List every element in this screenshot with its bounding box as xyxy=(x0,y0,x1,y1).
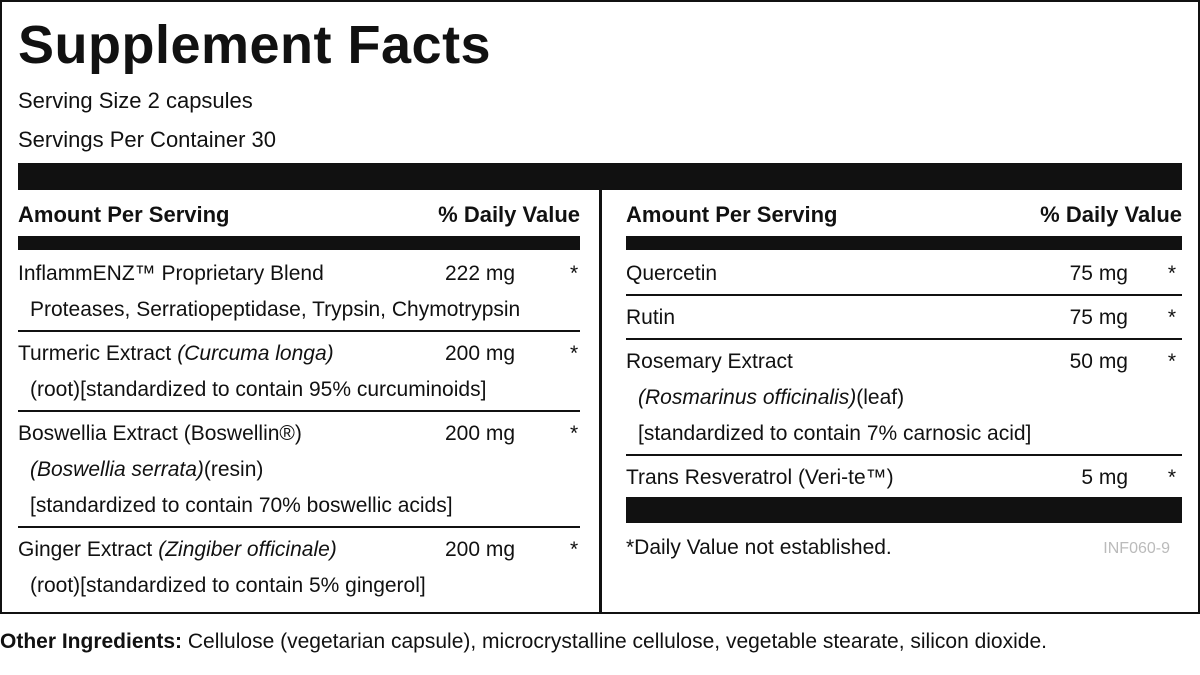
column-divider xyxy=(599,190,602,612)
footer-bar xyxy=(626,497,1182,523)
ingredient-row: Rutin 75 mg * xyxy=(626,296,1182,340)
footnote: *Daily Value not established. xyxy=(626,536,892,559)
detail-text: [standardized to contain 7% carnosic aci… xyxy=(638,422,1032,445)
ingredient-column: Quercetin 75 mg * Rutin 75 mg * Rosemary Extra… xyxy=(626,252,1182,498)
ingredient-name: Boswellia Extract (Boswellin®) xyxy=(18,422,302,445)
ingredient-row: Quercetin 75 mg * xyxy=(626,252,1182,296)
ingredient-amount: 222 mg xyxy=(445,262,516,285)
ingredient-name: Trans Resveratrol (Veri-te™) xyxy=(626,466,894,489)
servings-per-container: Servings Per Container 30 xyxy=(18,127,277,152)
title: Supplement Facts xyxy=(18,15,492,75)
ingredient-row: Boswellia Extract (Boswellin®) 200 mg * (Bo… xyxy=(18,412,580,528)
ingredient-row: Ginger Extract (Zingiber officinale) 200 m… xyxy=(18,528,580,606)
ingredient-line: Ginger Extract (Zingiber officinale) 200 m… xyxy=(18,532,580,568)
ingredient-detail: (root)[standardized to contain 5% ginger… xyxy=(18,568,580,604)
label-border xyxy=(0,0,1200,614)
daily-value: * xyxy=(1167,262,1176,285)
header-daily-value: % Daily Value xyxy=(438,202,580,227)
divider-bar xyxy=(18,163,1182,190)
ingredient-detail: Proteases, Serratiopeptidase, Trypsin, C… xyxy=(18,292,580,328)
ingredient-latin-name: (Zingiber officinale) xyxy=(158,538,337,561)
header-amount: Amount Per Serving xyxy=(18,202,230,227)
ingredient-detail: (Boswellia serrata)(resin) xyxy=(18,452,580,488)
product-code: INF060-9 xyxy=(1103,540,1170,557)
daily-value: * xyxy=(570,538,579,561)
ingredient-amount: 50 mg xyxy=(1069,350,1128,373)
ingredient-amount: 75 mg xyxy=(1069,306,1128,329)
ingredient-detail: [standardized to contain 70% boswellic a… xyxy=(18,488,580,524)
daily-value: * xyxy=(1167,306,1176,329)
detail-latin: (Boswellia serrata) xyxy=(30,458,204,481)
ingredient-column: InflammENZ™ Proprietary Blend 222 mg * Prot… xyxy=(18,252,580,606)
ingredient-row: Rosemary Extract 50 mg * (Rosmarinus offici… xyxy=(626,340,1182,456)
ingredient-line: InflammENZ™ Proprietary Blend 222 mg * xyxy=(18,256,580,292)
ingredient-line: Trans Resveratrol (Veri-te™) 5 mg * xyxy=(626,460,1182,496)
ingredient-amount: 200 mg xyxy=(445,422,516,445)
header-bar xyxy=(18,236,580,250)
detail-text: (root)[standardized to contain 5% ginger… xyxy=(30,574,426,597)
ingredient-latin-name: (Curcuma longa) xyxy=(177,342,334,365)
detail-text: Proteases, Serratiopeptidase, Trypsin, C… xyxy=(30,298,521,321)
daily-value: * xyxy=(570,342,579,365)
ingredient-name: Quercetin xyxy=(626,262,718,285)
ingredient-amount: 5 mg xyxy=(1081,466,1128,489)
ingredient-line: Boswellia Extract (Boswellin®) 200 mg * xyxy=(18,416,580,452)
header-amount: Amount Per Serving xyxy=(626,202,838,227)
header-daily-value: % Daily Value xyxy=(1040,202,1182,227)
detail-text: (leaf) xyxy=(856,386,905,409)
ingredient-line: Rosemary Extract 50 mg * xyxy=(626,344,1182,380)
ingredient-name: InflammENZ™ Proprietary Blend xyxy=(18,262,324,285)
other-ingredients-label: Other Ingredients: xyxy=(0,630,183,653)
ingredient-amount: 200 mg xyxy=(445,538,516,561)
daily-value: * xyxy=(1167,466,1176,489)
other-ingredients-text: Cellulose (vegetarian capsule), microcry… xyxy=(187,630,1047,653)
detail-text: (resin) xyxy=(203,458,264,481)
ingredient-detail: (Rosmarinus officinalis)(leaf) xyxy=(626,380,1182,416)
header-bar xyxy=(626,236,1182,250)
ingredient-amount: 75 mg xyxy=(1069,262,1128,285)
serving-size: Serving Size 2 capsules xyxy=(18,88,253,113)
detail-text: (root)[standardized to contain 95% curcu… xyxy=(30,378,487,401)
ingredient-detail: (root)[standardized to contain 95% curcu… xyxy=(18,372,580,408)
other-ingredients: Other Ingredients: Cellulose (vegetarian… xyxy=(0,630,1047,654)
ingredient-line: Turmeric Extract (Curcuma longa) 200 mg * xyxy=(18,336,580,372)
detail-latin: (Rosmarinus officinalis) xyxy=(638,386,857,409)
ingredient-row: Trans Resveratrol (Veri-te™) 5 mg * xyxy=(626,456,1182,498)
ingredient-line: Rutin 75 mg * xyxy=(626,300,1182,336)
ingredient-detail: [standardized to contain 7% carnosic aci… xyxy=(626,416,1182,452)
ingredient-row: InflammENZ™ Proprietary Blend 222 mg * Prot… xyxy=(18,252,580,332)
ingredient-name: Turmeric Extract xyxy=(18,342,172,365)
ingredient-row: Turmeric Extract (Curcuma longa) 200 mg * (r… xyxy=(18,332,580,412)
daily-value: * xyxy=(570,262,579,285)
detail-text: [standardized to contain 70% boswellic a… xyxy=(30,494,453,517)
ingredient-line: Quercetin 75 mg * xyxy=(626,256,1182,292)
ingredient-name: Ginger Extract xyxy=(18,538,153,561)
ingredient-name: Rutin xyxy=(626,306,676,329)
daily-value: * xyxy=(570,422,579,445)
ingredient-amount: 200 mg xyxy=(445,342,516,365)
ingredient-name: Rosemary Extract xyxy=(626,350,793,373)
daily-value: * xyxy=(1167,350,1176,373)
